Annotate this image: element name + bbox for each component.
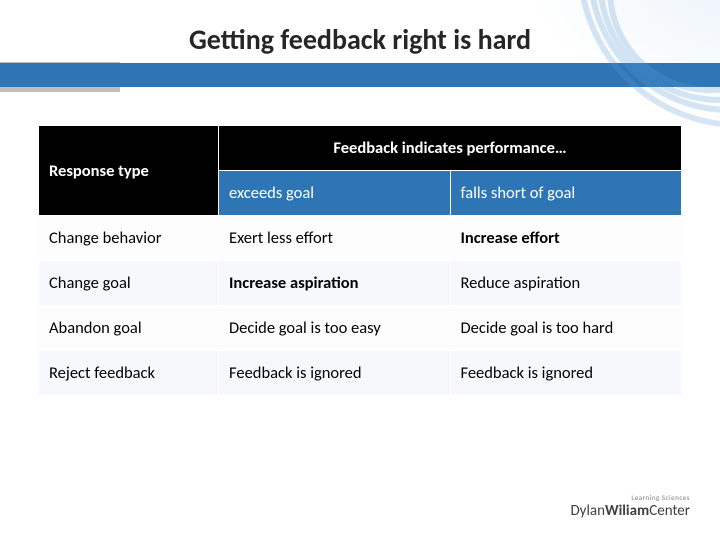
header-feedback-indicates: Feedback indicates performance… — [219, 126, 682, 171]
footer-brand-1: Dylan — [570, 502, 605, 520]
footer-brand-3: Center — [649, 502, 690, 520]
footer-brand: DylanWiliamCenter — [570, 502, 690, 520]
cell-type: Reject feedback — [39, 351, 219, 396]
table-row: Change goal Increase aspiration Reduce a… — [39, 261, 682, 306]
cell-short: Feedback is ignored — [450, 351, 682, 396]
header-exceeds-goal: exceeds goal — [219, 171, 450, 216]
table-row: Abandon goal Decide goal is too easy Dec… — [39, 306, 682, 351]
cell-short: Reduce aspiration — [450, 261, 682, 306]
cell-exceeds: Decide goal is too easy — [219, 306, 450, 351]
table-header-row-1: Response type Feedback indicates perform… — [39, 126, 682, 171]
cell-exceeds: Exert less effort — [219, 216, 450, 261]
footer-brand-2: Wiliam — [605, 502, 649, 520]
header-response-type: Response type — [39, 126, 219, 216]
footer-logo: Learning Sciences DylanWiliamCenter — [570, 493, 690, 520]
table-row: Reject feedback Feedback is ignored Feed… — [39, 351, 682, 396]
cell-type: Change goal — [39, 261, 219, 306]
cell-short: Decide goal is too hard — [450, 306, 682, 351]
title-accent-bar — [0, 63, 720, 87]
page-title: Getting feedback right is hard — [0, 22, 720, 57]
content-area: Response type Feedback indicates perform… — [0, 97, 720, 396]
cell-exceeds: Increase aspiration — [219, 261, 450, 306]
header-falls-short: falls short of goal — [450, 171, 682, 216]
cell-type: Abandon goal — [39, 306, 219, 351]
feedback-table: Response type Feedback indicates perform… — [38, 125, 682, 396]
cell-type: Change behavior — [39, 216, 219, 261]
cell-exceeds: Feedback is ignored — [219, 351, 450, 396]
cell-short: Increase effort — [450, 216, 682, 261]
footer-tagline: Learning Sciences — [570, 493, 690, 502]
title-area: Getting feedback right is hard — [0, 0, 720, 97]
table-row: Change behavior Exert less effort Increa… — [39, 216, 682, 261]
